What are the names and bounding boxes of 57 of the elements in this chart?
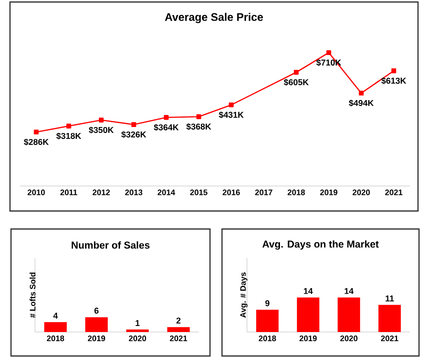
point xyxy=(98,118,104,122)
x-tick-label: 2018 xyxy=(258,336,276,342)
x-tick-label: 2019 xyxy=(300,336,317,342)
point xyxy=(326,50,332,56)
x-tick-label: 2021 xyxy=(381,336,398,342)
x-tick-label: 2020 xyxy=(128,336,146,342)
point xyxy=(358,90,364,96)
bar xyxy=(44,322,67,332)
data-label: $318K xyxy=(56,132,82,140)
x-tick-label: 2013 xyxy=(125,190,142,196)
x-tick-label: 2016 xyxy=(222,190,240,196)
x-tick-label: 2014 xyxy=(158,190,176,196)
y-axis-title: Avg. # Days xyxy=(240,272,248,318)
data-label: 9 xyxy=(265,300,270,306)
bar xyxy=(85,317,108,332)
x-tick-label: 2020 xyxy=(352,190,370,196)
x-tick-label: 2020 xyxy=(340,336,358,342)
point xyxy=(228,102,234,108)
y-axis-title: # Lofts Sold xyxy=(30,272,36,318)
chart-title: Avg. Days on the Market xyxy=(262,240,379,250)
data-label: $286K xyxy=(24,138,49,146)
data-label: $494K xyxy=(348,100,374,107)
point xyxy=(391,68,396,74)
x-tick-label: 2012 xyxy=(92,190,110,196)
x-tick-label: 2021 xyxy=(385,190,402,196)
x-tick-label: 2017 xyxy=(255,190,272,196)
point xyxy=(34,130,39,134)
point xyxy=(164,115,169,120)
point xyxy=(294,70,299,75)
point xyxy=(66,124,72,128)
data-label: 4 xyxy=(53,312,58,319)
x-tick-label: 2018 xyxy=(46,336,64,342)
data-label: 14 xyxy=(344,288,354,294)
data-label: $613K xyxy=(381,77,406,84)
x-tick-label: 2015 xyxy=(190,190,208,196)
data-label: $364K xyxy=(154,124,179,131)
data-label: 2 xyxy=(176,318,181,324)
x-tick-label: 2021 xyxy=(170,336,188,342)
data-label: 6 xyxy=(94,308,99,314)
data-label: $326K xyxy=(121,131,146,138)
data-label: $368K xyxy=(186,123,212,130)
point xyxy=(196,114,202,120)
data-label: 14 xyxy=(304,288,313,294)
data-label: $605K xyxy=(284,78,309,86)
x-tick-label: 2019 xyxy=(320,190,338,196)
x-tick-label: 2018 xyxy=(288,190,305,196)
x-tick-label: 2019 xyxy=(88,336,106,342)
data-label: $431K xyxy=(218,111,244,118)
chart-title: Average Sale Price xyxy=(164,12,263,24)
bar xyxy=(167,327,190,332)
x-tick-label: 2010 xyxy=(28,190,45,196)
x-tick-label: 2011 xyxy=(60,190,78,196)
point xyxy=(131,122,136,127)
data-label: $350K xyxy=(88,126,114,134)
data-label: 1 xyxy=(136,320,140,326)
chart-title: Number of Sales xyxy=(72,241,150,249)
data-label: 11 xyxy=(386,295,394,302)
